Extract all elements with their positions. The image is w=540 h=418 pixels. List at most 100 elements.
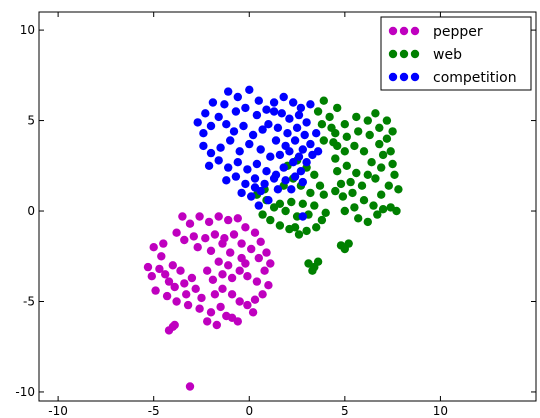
pepper-point [164, 277, 174, 286]
pepper-point [185, 382, 195, 391]
pepper-point [203, 266, 212, 275]
competition-point [231, 172, 241, 181]
web-point [319, 96, 328, 105]
competition-point [222, 120, 231, 129]
web-point [327, 123, 336, 132]
competition-point [290, 172, 300, 181]
pepper-point [180, 235, 189, 245]
competition-point [279, 92, 288, 102]
pepper-point [227, 290, 237, 299]
web-point [344, 239, 353, 248]
competition-point [289, 98, 298, 107]
competition-point [289, 158, 298, 167]
pepper-point [226, 248, 235, 257]
y-tick-label: -10 [15, 385, 35, 399]
competition-point [204, 161, 214, 170]
competition-point [254, 201, 263, 210]
competition-point [206, 148, 216, 158]
web-point [294, 230, 304, 239]
pepper-point [229, 230, 239, 239]
competition-point [206, 121, 216, 131]
legend-label-competition: competition [433, 70, 517, 86]
pepper-point [256, 237, 265, 246]
competition-point [193, 118, 202, 127]
pepper-point [147, 272, 156, 281]
competition-point [233, 158, 242, 167]
web-point [315, 181, 325, 190]
web-point [373, 210, 382, 219]
competition-point [275, 150, 285, 160]
web-point [388, 159, 397, 169]
competition-point [298, 145, 307, 154]
web-point [369, 201, 378, 210]
competition-point [216, 143, 225, 152]
web-point [363, 170, 372, 179]
web-point [329, 138, 338, 147]
legend-marker-competition [388, 72, 398, 82]
pepper-point [203, 317, 212, 326]
competition-point [222, 176, 231, 185]
web-point [312, 223, 321, 232]
competition-point [241, 179, 250, 189]
pepper-point [206, 308, 216, 317]
x-tick-label: 10 [433, 404, 448, 418]
pepper-point [151, 286, 160, 295]
pepper-point [212, 320, 221, 330]
legend-marker-competition [410, 72, 420, 82]
web-point [365, 130, 374, 140]
pepper-point [264, 281, 273, 290]
pepper-point [254, 253, 263, 263]
competition-point [313, 147, 323, 156]
web-point [348, 188, 357, 198]
competition-point [262, 105, 271, 114]
pepper-point [185, 219, 195, 228]
web-point [308, 266, 317, 275]
competition-point [287, 185, 296, 194]
web-point [275, 221, 285, 230]
pepper-point [210, 290, 220, 299]
web-point [378, 205, 388, 214]
web-point [352, 112, 361, 122]
web-point [354, 127, 363, 136]
legend: pepper web competition [380, 16, 532, 91]
web-point [281, 206, 290, 216]
pepper-point [159, 239, 168, 248]
competition-point [245, 85, 254, 95]
web-point [319, 190, 328, 199]
pepper-point [161, 270, 170, 279]
web-point [352, 168, 361, 178]
web-point [357, 181, 367, 190]
competition-point [290, 136, 300, 145]
web-point [302, 226, 311, 236]
web-point [331, 186, 340, 196]
pepper-point [183, 300, 193, 310]
web-point [306, 188, 315, 198]
legend-marker-web [410, 49, 420, 59]
pepper-point [201, 234, 210, 243]
web-point [317, 120, 327, 129]
pepper-point [258, 290, 267, 299]
axis-ticks: -10 -5 0 5 10 -10 -5 0 5 10 [15, 12, 536, 418]
pepper-point [172, 297, 181, 306]
competition-point [220, 100, 229, 109]
web-point [378, 150, 388, 160]
web-point [350, 141, 359, 151]
pepper-point [178, 212, 187, 221]
pepper-point [218, 270, 227, 279]
pepper-point [216, 302, 225, 312]
pepper-point [262, 248, 271, 257]
data-points [143, 85, 403, 391]
pepper-point [243, 300, 252, 310]
web-point [258, 210, 267, 219]
web-point [367, 158, 376, 167]
web-point [390, 170, 399, 179]
competition-point [277, 109, 286, 118]
pepper-point [224, 261, 233, 270]
competition-point [294, 110, 304, 120]
web-point [346, 177, 355, 187]
pepper-point [241, 223, 250, 232]
competition-point [250, 183, 260, 192]
legend-marker-competition [399, 72, 409, 82]
web-point [313, 107, 323, 116]
pepper-point [260, 266, 269, 275]
